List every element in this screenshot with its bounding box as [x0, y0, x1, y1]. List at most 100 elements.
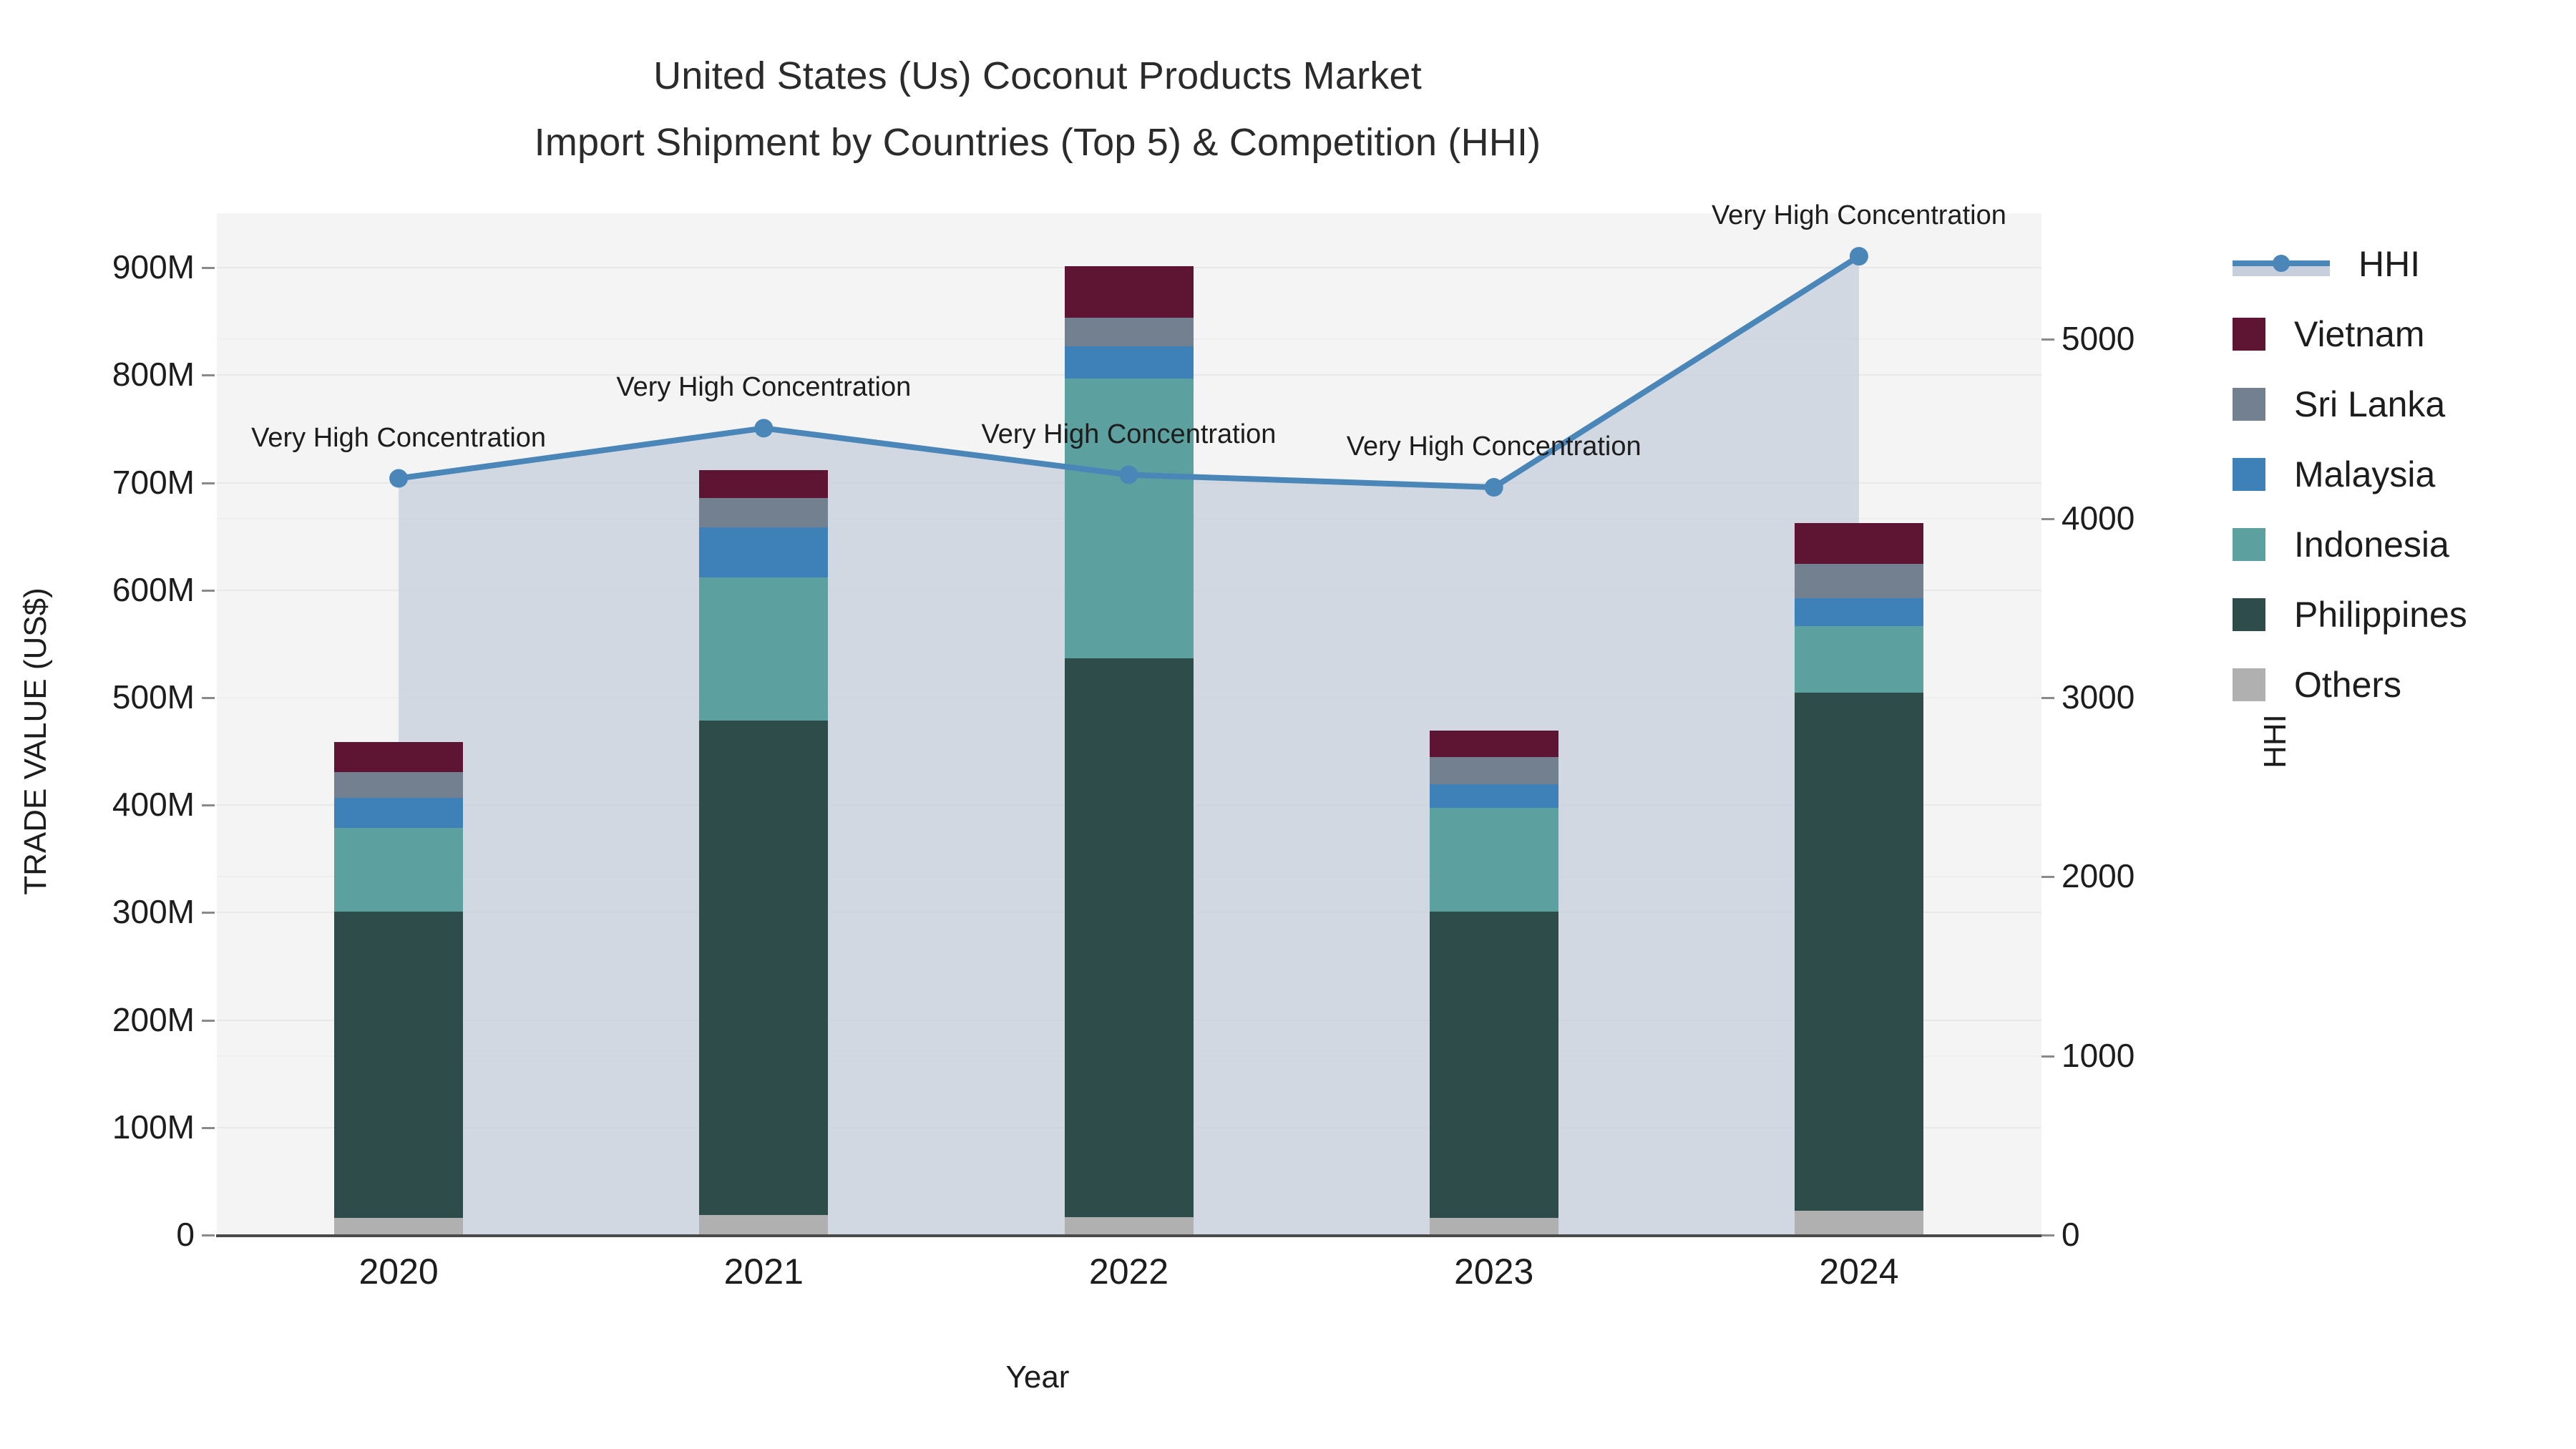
- y-tick-mark-right: [2041, 1055, 2054, 1058]
- y-tick-label-left: 0: [176, 1216, 195, 1253]
- legend-color-swatch: [2233, 528, 2265, 561]
- y-tick-mark-left: [202, 374, 215, 377]
- bar-segment-indonesia[interactable]: [334, 828, 464, 912]
- plot-clip: [216, 213, 2041, 1234]
- bar-segment-malaysia[interactable]: [1064, 346, 1194, 379]
- bar-segment-philippines[interactable]: [699, 721, 829, 1215]
- concentration-annotation: Very High Concentration: [251, 422, 547, 453]
- y-tick-label-right: 2000: [2062, 857, 2135, 895]
- y-tick-mark-left: [202, 1126, 215, 1129]
- y-tick-label-right: 4000: [2062, 499, 2135, 537]
- legend-line-dot: [2273, 255, 2290, 272]
- y-tick-mark-right: [2041, 1234, 2054, 1236]
- legend-color-swatch: [2233, 388, 2265, 421]
- y-tick-label-right: 5000: [2062, 320, 2135, 358]
- bar-segment-vietnam[interactable]: [1794, 522, 1923, 564]
- x-tick-label: 2024: [1819, 1252, 1899, 1292]
- y-tick-label-left: 400M: [112, 786, 195, 824]
- legend-item-malaysia[interactable]: Malaysia: [2233, 439, 2467, 509]
- y-tick-label-left: 700M: [112, 463, 195, 501]
- y-tick-label-right: 0: [2062, 1216, 2080, 1253]
- bar-segment-indonesia[interactable]: [1794, 625, 1923, 693]
- y-tick-label-left: 300M: [112, 893, 195, 931]
- y-tick-label-right: 1000: [2062, 1036, 2135, 1074]
- legend-label: Vietnam: [2294, 314, 2425, 354]
- legend-label: Malaysia: [2294, 454, 2436, 494]
- bar-segment-vietnam[interactable]: [334, 742, 464, 773]
- y-tick-mark-right: [2041, 696, 2054, 699]
- bar-segment-sri-lanka[interactable]: [1429, 757, 1558, 784]
- hhi-data-point[interactable]: [389, 469, 409, 488]
- hhi-data-point[interactable]: [1484, 478, 1503, 497]
- legend-item-others[interactable]: Others: [2233, 650, 2467, 720]
- y-tick-mark-right: [2041, 517, 2054, 520]
- bar-segment-philippines[interactable]: [1429, 912, 1558, 1219]
- y-tick-mark-left: [202, 804, 215, 807]
- y-tick-mark-right: [2041, 338, 2054, 341]
- y-tick-mark-left: [202, 1234, 215, 1236]
- legend-label: Philippines: [2294, 595, 2467, 635]
- bar-segment-indonesia[interactable]: [1429, 807, 1558, 912]
- bar-segment-sri-lanka[interactable]: [1794, 563, 1923, 598]
- legend-item-hhi[interactable]: HHI: [2233, 229, 2467, 299]
- y-tick-label-left: 800M: [112, 356, 195, 394]
- y-tick-label-left: 900M: [112, 248, 195, 286]
- bar-segment-philippines[interactable]: [1064, 658, 1194, 1217]
- bar-segment-indonesia[interactable]: [1064, 379, 1194, 658]
- bar-segment-sri-lanka[interactable]: [334, 772, 464, 799]
- bar-segment-vietnam[interactable]: [1429, 730, 1558, 758]
- x-tick-label: 2022: [1088, 1252, 1169, 1292]
- bar-segment-philippines[interactable]: [334, 912, 464, 1219]
- y-tick-label-left: 200M: [112, 1000, 195, 1038]
- legend-label: Sri Lanka: [2294, 384, 2446, 424]
- bar-segment-vietnam[interactable]: [1064, 265, 1194, 318]
- bar-segment-malaysia[interactable]: [334, 798, 464, 829]
- concentration-annotation: Very High Concentration: [616, 372, 912, 403]
- bar-segment-vietnam[interactable]: [699, 470, 829, 499]
- bar-segment-malaysia[interactable]: [1794, 597, 1923, 626]
- concentration-annotation: Very High Concentration: [981, 419, 1277, 449]
- bar-segment-indonesia[interactable]: [699, 577, 829, 721]
- x-tick-label: 2023: [1454, 1252, 1534, 1292]
- y-tick-mark-left: [202, 482, 215, 484]
- y-tick-label-left: 100M: [112, 1108, 195, 1146]
- chart-title-line-1: United States (Us) Coconut Products Mark…: [653, 54, 1422, 97]
- y-tick-label-left: 600M: [112, 570, 195, 608]
- y-tick-mark-left: [202, 1019, 215, 1022]
- bar-segment-others[interactable]: [1064, 1216, 1194, 1234]
- legend-item-philippines[interactable]: Philippines: [2233, 580, 2467, 650]
- chart-title-line-2: Import Shipment by Countries (Top 5) & C…: [534, 121, 1541, 164]
- legend-item-vietnam[interactable]: Vietnam: [2233, 299, 2467, 369]
- y-tick-mark-left: [202, 589, 215, 592]
- x-tick-label: 2020: [358, 1252, 439, 1292]
- hhi-data-point[interactable]: [1119, 465, 1138, 484]
- legend-color-swatch: [2233, 318, 2265, 351]
- bar-segment-others[interactable]: [699, 1214, 829, 1234]
- legend-color-swatch: [2233, 458, 2265, 491]
- plot-area: Very High Concentration Very High Concent…: [216, 200, 2041, 1234]
- y-tick-label-left: 500M: [112, 678, 195, 716]
- bar-segment-others[interactable]: [1794, 1210, 1923, 1234]
- bar-segment-philippines[interactable]: [1794, 692, 1923, 1211]
- legend: HHI Vietnam Sri Lanka Malaysia Indonesia Phil…: [2233, 229, 2467, 720]
- y-tick-mark-right: [2041, 876, 2054, 879]
- concentration-annotation: Very High Concentration: [1711, 200, 2006, 231]
- legend-item-indonesia[interactable]: Indonesia: [2233, 509, 2467, 580]
- bar-segment-others[interactable]: [1429, 1218, 1558, 1234]
- hhi-data-point[interactable]: [754, 419, 774, 438]
- bar-segment-sri-lanka[interactable]: [1064, 317, 1194, 347]
- bar-segment-others[interactable]: [334, 1218, 464, 1234]
- hhi-line-series: [389, 247, 1868, 497]
- bar-segment-malaysia[interactable]: [1429, 784, 1558, 808]
- bar-segment-malaysia[interactable]: [699, 527, 829, 578]
- legend-label: Others: [2294, 665, 2402, 705]
- y-tick-label-right: 3000: [2062, 678, 2135, 716]
- y-axis-left-spine: [215, 213, 217, 1234]
- bar-segment-sri-lanka[interactable]: [699, 498, 829, 527]
- legend-item-sri-lanka[interactable]: Sri Lanka: [2233, 369, 2467, 439]
- legend-label: Indonesia: [2294, 525, 2449, 565]
- legend-label: HHI: [2358, 244, 2421, 284]
- x-axis-line: [216, 1234, 2041, 1237]
- concentration-annotation: Very High Concentration: [1346, 431, 1641, 462]
- hhi-data-point[interactable]: [1849, 247, 1868, 266]
